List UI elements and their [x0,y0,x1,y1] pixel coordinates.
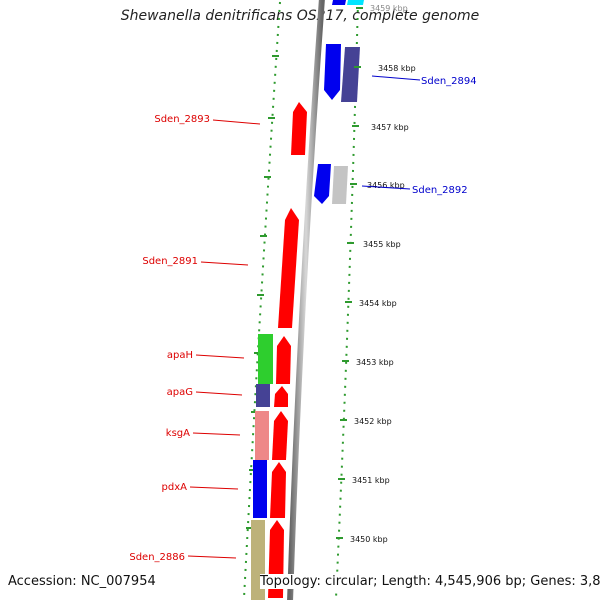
gene-sden-2894-blue [324,44,341,100]
tick-label: 3453 kbp [356,358,394,367]
label-leader [192,432,241,436]
dotted-guide-inner [243,1,281,599]
label-leader [187,555,237,559]
gene-label-sden-2892[interactable]: Sden_2892 [412,185,468,196]
forward-strand-genes [314,0,364,204]
accession-label: Accession: NC_007954 [8,574,156,589]
gene-label-pdxa[interactable]: pdxA [162,482,188,493]
gene-label-apah[interactable]: apaH [167,350,193,361]
label-leader [361,185,411,190]
label-leader [195,354,245,359]
scale-tick: 3451 kbp [338,476,390,485]
gene-apag-navy [256,384,270,407]
gene-pdxa [270,462,286,518]
genome-backbone [287,0,325,600]
gene-ksga-pink [255,411,269,460]
scale-tick: 3453 kbp [342,358,394,367]
gene-cyan [347,0,364,5]
scale-tick: 3455 kbp [347,240,401,249]
tick-label: 3457 kbp [371,123,409,132]
tick-label: 3450 kbp [350,535,388,544]
gene-label-sden-2891[interactable]: Sden_2891 [142,256,198,267]
scale-ticks: 3459 kbp 3458 kbp 3457 kbp 3456 kbp 3455… [336,4,416,544]
gene-pdxa-blue [253,460,267,518]
gene-label-sden-2886[interactable]: Sden_2886 [129,552,185,563]
label-leader [212,119,261,125]
label-leader [200,261,249,266]
gene-sden-2893 [291,102,307,155]
gene-label-apag[interactable]: apaG [167,387,193,398]
tick-label: 3452 kbp [354,417,392,426]
scale-tick: 3452 kbp [340,417,392,426]
gene-label-sden-2893[interactable]: Sden_2893 [154,114,210,125]
gene-ksga [272,411,288,460]
gene-sden-2892-blue [314,164,331,204]
gene-sden-2891 [278,208,299,328]
gene-label-ksga[interactable]: ksgA [166,428,190,439]
scale-tick: 3456 kbp [350,181,405,190]
map-title: Shewanella denitrificans OS217, complete… [120,8,480,24]
genome-info-label: Topology: circular; Length: 4,545,906 bp… [260,574,600,589]
left-gene-labels: Sden_2893 Sden_2891 apaH apaG ksgA pdxA … [129,114,261,563]
tick-label: 3451 kbp [352,476,390,485]
scale-tick: 3458 kbp [354,64,416,73]
right-gene-labels: Sden_2894 Sden_2892 [361,75,477,196]
gene-apag [274,386,288,407]
scale-tick: 3457 kbp [352,123,409,132]
label-leader [371,75,421,81]
tick-label: 3454 kbp [359,299,397,308]
tick-label: 3455 kbp [363,240,401,249]
gene-sden-2892-gray [332,166,348,204]
tick-label: 3458 kbp [378,64,416,73]
tick-label: 3456 kbp [367,181,405,190]
gene-apah-green [258,334,273,384]
gene-blue-top [332,0,346,5]
label-leader [189,486,239,490]
label-leader [195,391,243,396]
gene-label-sden-2894[interactable]: Sden_2894 [421,76,477,87]
gene-apah [276,336,291,384]
scale-tick: 3450 kbp [336,535,388,544]
tick-label: 3459 kbp [370,4,408,13]
scale-tick: 3454 kbp [345,299,397,308]
scale-tick: 3459 kbp [356,4,408,13]
dotted-guide-outer [335,1,359,599]
gene-sden-2894-navy [341,47,360,102]
